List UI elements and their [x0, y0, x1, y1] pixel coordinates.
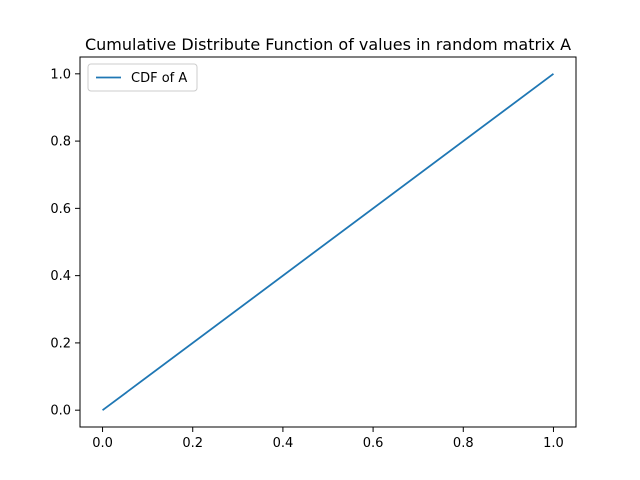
plot-area: [79, 56, 577, 428]
legend-label: CDF of A: [131, 71, 187, 86]
legend-box: [87, 63, 198, 92]
y-axis: 0.0 0.2 0.4 0.6 0.8 1.0: [50, 67, 80, 419]
series-line-0: [102, 73, 554, 411]
y-tick-label: 0.0: [50, 404, 71, 419]
x-tick-label: 0.0: [92, 436, 113, 451]
chart-title: Cumulative Distribute Function of values…: [85, 35, 571, 54]
x-tick-label: 0.6: [363, 436, 384, 451]
y-tick-label: 0.4: [50, 269, 71, 284]
series-layer: [102, 73, 554, 411]
y-tick-label: 0.2: [50, 336, 71, 351]
legend: CDF of A: [87, 63, 198, 92]
x-tick-label: 0.4: [273, 436, 294, 451]
y-tick-label: 0.6: [50, 202, 71, 217]
y-tick-label: 0.8: [50, 135, 71, 150]
x-tick-label: 0.8: [453, 436, 474, 451]
y-tick-label: 1.0: [50, 67, 71, 82]
x-tick-label: 1.0: [543, 436, 564, 451]
x-axis: 0.0 0.2 0.4 0.6 0.8 1.0: [92, 427, 564, 451]
x-tick-label: 0.2: [182, 436, 203, 451]
